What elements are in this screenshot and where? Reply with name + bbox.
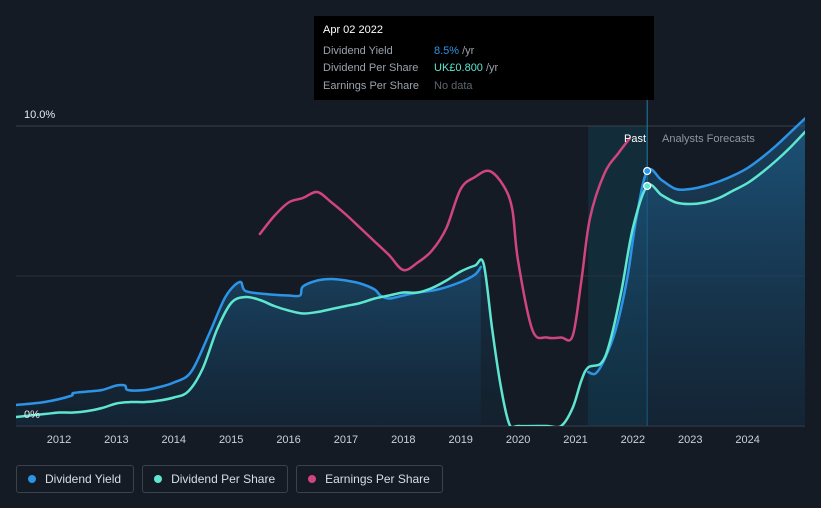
legend: Dividend Yield Dividend Per Share Earnin… [16, 465, 443, 493]
dividend-yield-marker [643, 166, 652, 176]
x-tick-label-2021: 2021 [563, 434, 587, 446]
tooltip-label: Dividend Yield [323, 44, 393, 57]
tooltip-date: Apr 02 2022 [323, 24, 383, 36]
dividend-yield-line-1 [586, 117, 805, 376]
tooltip-row-dividend-per-share: Dividend Per Share UK£0.800 /yr [323, 60, 645, 78]
tooltip-unit: /yr [485, 62, 499, 75]
tooltip-value: UK£0.800 [434, 62, 483, 75]
x-tick-label-2019: 2019 [448, 434, 472, 446]
tooltip-label: Earnings Per Share [323, 79, 419, 92]
legend-label: Dividend Yield [45, 472, 122, 486]
x-tick-label-2017: 2017 [334, 434, 358, 446]
past-label: Past [624, 133, 646, 145]
earnings-per-share-line-3 [258, 136, 632, 342]
legend-label: Earnings Per Share [325, 472, 430, 486]
legend-label: Dividend Per Share [171, 472, 276, 486]
tooltip-value: 8.5% [434, 44, 460, 57]
tooltip-value: No data [434, 79, 473, 92]
legend-item-earnings-per-share[interactable]: Earnings Per Share [296, 465, 443, 493]
tooltip-unit: /yr [462, 44, 475, 57]
legend-dot-icon [28, 475, 36, 483]
legend-item-dividend-per-share[interactable]: Dividend Per Share [142, 465, 289, 493]
y-tick-label-top: 10.0% [24, 109, 55, 121]
x-tick-label-2013: 2013 [104, 434, 128, 446]
legend-dot-icon [308, 475, 317, 483]
forecast-label: Analysts Forecasts [662, 133, 755, 145]
tooltip-label: Dividend Per Share [323, 62, 419, 75]
dividend-yield-line-0 [16, 265, 483, 407]
tooltip: Apr 02 2022 Dividend Yield 8.5% /yr Divi… [314, 16, 654, 100]
x-tick-label-2012: 2012 [47, 434, 71, 446]
x-tick-label-2022: 2022 [621, 434, 645, 446]
x-tick-label-2015: 2015 [219, 434, 243, 446]
legend-dot-icon [154, 475, 163, 483]
x-tick-label-2020: 2020 [506, 434, 530, 446]
x-tick-label-2024: 2024 [735, 434, 759, 446]
tooltip-row-earnings-per-share: Earnings Per Share No data [323, 77, 645, 95]
x-tick-label-2014: 2014 [162, 434, 186, 446]
x-tick-label-2023: 2023 [678, 434, 702, 446]
x-tick-label-2016: 2016 [276, 434, 300, 446]
dividend-per-share-line-2 [16, 130, 805, 426]
legend-item-dividend-yield[interactable]: Dividend Yield [16, 465, 135, 493]
y-tick-label-zero: 0% [24, 409, 40, 421]
tooltip-row-dividend-yield: Dividend Yield 8.5% /yr [323, 42, 645, 60]
dividend-per-share-marker [643, 181, 652, 191]
x-tick-label-2018: 2018 [391, 434, 415, 446]
